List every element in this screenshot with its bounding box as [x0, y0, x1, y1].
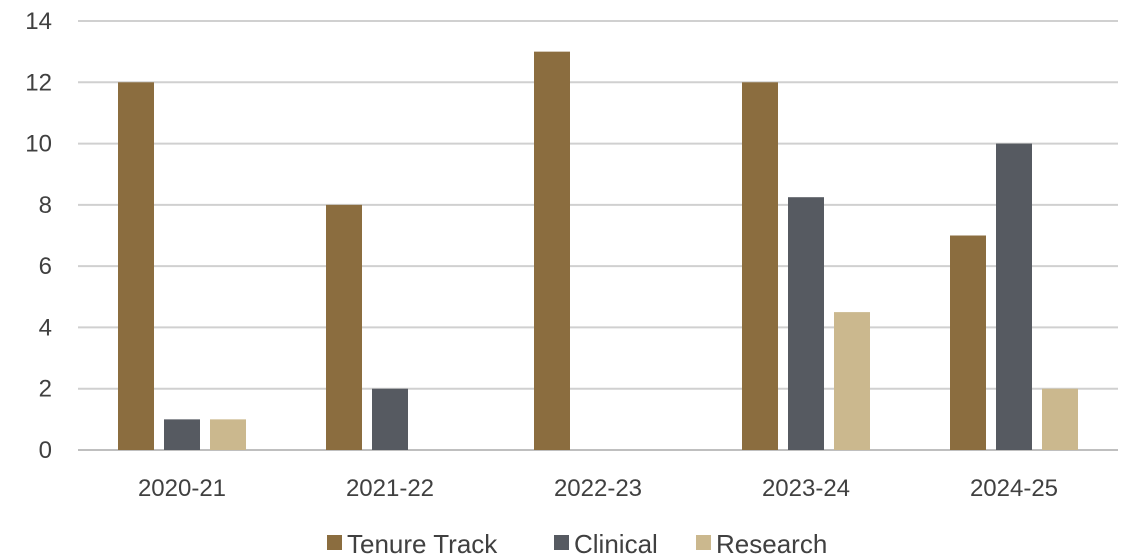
bar-tenure-track-2024-25 [950, 235, 986, 450]
legend-swatch-research [696, 535, 711, 550]
legend-label: Clinical [574, 529, 658, 558]
y-tick-label: 4 [39, 314, 52, 341]
y-tick-label: 14 [25, 8, 52, 35]
bar-tenure-track-2021-22 [326, 204, 362, 450]
bar-clinical-2023-24 [788, 197, 824, 450]
y-tick-label: 8 [39, 192, 52, 219]
y-tick-label: 2 [39, 376, 52, 403]
bar-research-2020-21 [210, 419, 246, 450]
x-tick-label: 2023-24 [762, 475, 850, 502]
x-tick-label: 2021-22 [346, 475, 434, 502]
bar-tenure-track-2023-24 [742, 82, 778, 451]
y-tick-label: 12 [25, 69, 52, 96]
x-tick-label: 2020-21 [138, 475, 226, 502]
y-tick-label: 6 [39, 253, 52, 280]
bar-clinical-2021-22 [372, 388, 408, 450]
x-tick-label: 2024-25 [970, 475, 1058, 502]
x-axis: 2020-21 2021-22 2022-23 2023-24 2024-25 [138, 475, 1058, 502]
bars [118, 51, 1078, 451]
legend: Tenure Track Clinical Research [327, 529, 827, 558]
x-tick-label: 2022-23 [554, 475, 642, 502]
legend-swatch-tenure-track [327, 535, 342, 550]
legend-label: Research [716, 529, 827, 558]
legend-swatch-clinical [554, 535, 569, 550]
bar-clinical-2020-21 [164, 419, 200, 450]
bar-clinical-2024-25 [996, 143, 1032, 451]
bar-tenure-track-2020-21 [118, 82, 154, 451]
bar-research-2023-24 [834, 312, 870, 450]
bar-tenure-track-2022-23 [534, 51, 570, 451]
legend-label: Tenure Track [347, 529, 498, 558]
y-tick-label: 10 [25, 131, 52, 158]
y-axis: 0 2 4 6 8 10 12 14 [25, 8, 52, 464]
gridlines [78, 20, 1118, 451]
bar-research-2024-25 [1042, 388, 1078, 450]
y-tick-label: 0 [39, 437, 52, 464]
